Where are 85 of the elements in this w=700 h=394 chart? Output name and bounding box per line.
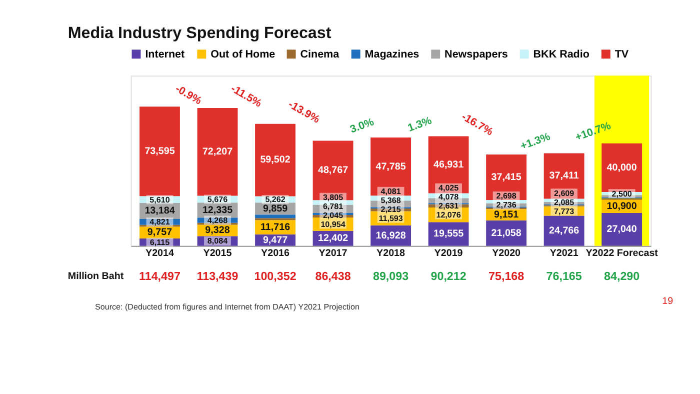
annotation: +10.7% — [574, 120, 613, 144]
text: Million Baht — [68, 271, 124, 282]
data-label: 72,207 — [202, 146, 234, 158]
data-label: 12,076 — [436, 210, 462, 220]
x-tick-label: Y2020 — [492, 248, 522, 260]
data-label: 46,931 — [433, 159, 464, 170]
data-label: 48,767 — [318, 165, 349, 176]
data-label: 2,698 — [496, 192, 517, 201]
x-tick-label: Y2021 — [550, 248, 579, 260]
data-label: 6,781 — [322, 202, 344, 211]
data-label: 9,859 — [262, 203, 288, 214]
data-label: 9,477 — [262, 234, 288, 246]
data-label: 11,593 — [378, 214, 404, 223]
data-label: 4,821 — [150, 218, 170, 227]
data-label: 5,676 — [207, 194, 228, 204]
data-label: 19,555 — [433, 228, 464, 240]
x-tick-label: Y2014 — [146, 248, 174, 260]
data-label: 4,078 — [438, 192, 460, 202]
x-tick-label: Y2015 — [203, 248, 232, 260]
legend-label: Newspapers — [444, 48, 508, 61]
data-label: 59,502 — [260, 154, 291, 166]
data-label: 2,215 — [380, 205, 402, 214]
data-label: 13,184 — [144, 206, 176, 217]
total-label: 113,439 — [196, 270, 239, 283]
x-tick-label: Y2018 — [376, 248, 406, 260]
total-label: 100,352 — [254, 270, 297, 283]
legend-label: TV — [614, 48, 630, 61]
bar — [255, 214, 296, 218]
legend-label: Internet — [145, 48, 186, 61]
total-label: 84,290 — [604, 270, 640, 283]
data-label: 5,262 — [265, 195, 286, 204]
data-label: 24,766 — [549, 226, 580, 237]
data-label: 9,151 — [494, 209, 520, 220]
annotation: +1.3% — [518, 130, 552, 153]
data-label: 40,000 — [606, 162, 638, 174]
data-label: 37,411 — [549, 170, 580, 182]
data-label: 4,268 — [207, 216, 228, 225]
data-label: 11,716 — [260, 222, 291, 233]
annotation: -0.9% — [173, 82, 204, 108]
total-label: 75,168 — [488, 270, 525, 283]
data-label: 12,402 — [318, 233, 349, 244]
data-label: 27,040 — [606, 224, 638, 236]
data-label: 5,368 — [380, 196, 402, 206]
data-label: 8,084 — [207, 236, 228, 246]
total-label: 114,497 — [139, 270, 180, 283]
x-tick-label: Y2016 — [261, 248, 290, 260]
data-label: 2,045 — [322, 210, 344, 220]
chart-title: Media Industry Spending Forecast — [68, 24, 332, 42]
x-tick-label: Y2019 — [434, 248, 464, 260]
data-label: 73,595 — [144, 146, 176, 158]
source-note: Source: (Deducted from figures and Internet from DAAT) Y2021 Projection — [95, 302, 360, 312]
data-label: 4,081 — [380, 187, 402, 196]
data-label: 47,785 — [376, 161, 406, 172]
data-label: 9,757 — [147, 227, 173, 238]
data-label: 21,058 — [491, 228, 522, 239]
data-label: 4,025 — [438, 184, 460, 193]
data-label: 7,773 — [554, 206, 575, 216]
total-label: 86,438 — [315, 270, 352, 283]
data-label: 12,335 — [202, 204, 234, 216]
data-label: 2,609 — [554, 188, 575, 198]
legend-label: BKK Radio — [533, 48, 590, 61]
legend-label: Cinema — [300, 48, 340, 61]
annotation: 3.0% — [348, 116, 376, 136]
data-label: 2,736 — [496, 200, 517, 210]
data-label: 10,900 — [606, 201, 638, 212]
data-label: 16,928 — [376, 230, 406, 242]
total-label: 90,212 — [430, 270, 467, 283]
data-label: 9,328 — [205, 225, 230, 236]
data-label: 2,085 — [554, 198, 575, 207]
annotation: 1.3% — [406, 114, 434, 134]
x-tick-label: Y2022 Forecast — [586, 248, 659, 260]
text: 19 — [662, 296, 674, 308]
bar — [602, 213, 642, 246]
data-label: 2,631 — [438, 202, 460, 211]
data-label: 3,805 — [322, 192, 344, 202]
total-label: 76,165 — [546, 270, 582, 283]
legend-label: Magazines — [364, 48, 420, 61]
x-tick-label: Y2017 — [318, 248, 348, 260]
data-label: 37,415 — [491, 172, 522, 183]
legend-label: Out of Home — [210, 48, 276, 61]
data-label: 2,500 — [612, 189, 632, 198]
data-label: 5,610 — [150, 195, 170, 204]
total-label: 89,093 — [372, 270, 410, 283]
data-label: 10,954 — [320, 220, 346, 229]
data-label: 6,115 — [150, 238, 170, 247]
